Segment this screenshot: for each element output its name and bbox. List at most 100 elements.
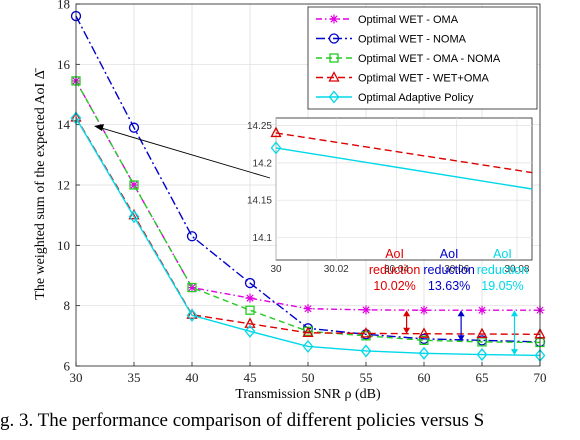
x-tick-label: 65 <box>476 370 489 385</box>
legend-label: Optimal WET - OMA - NOMA <box>358 53 501 65</box>
legend-marker <box>328 90 340 104</box>
annotation-line: AoI <box>385 247 404 261</box>
x-tick-label: 55 <box>360 370 373 385</box>
inset-x-tick-label: 30.02 <box>324 264 349 275</box>
inset-pointer-arrowhead <box>94 124 104 131</box>
legend-marker <box>329 53 339 63</box>
data-point <box>476 348 488 362</box>
y-axis-label: The weighted sum of the expected AoI Δ̄ <box>33 67 48 299</box>
inset-line <box>275 132 533 174</box>
y-tick-label: 8 <box>64 298 71 313</box>
data-point <box>418 346 430 360</box>
series-line <box>75 80 541 344</box>
inset-x-tick-label: 30.06 <box>444 264 469 275</box>
legend-entry: Optimal WET - NOMA <box>316 33 467 46</box>
y-tick-label: 16 <box>57 57 71 72</box>
arrowhead-up <box>510 310 518 317</box>
x-tick-label: 60 <box>418 370 431 385</box>
legend-marker <box>328 71 340 82</box>
figure-caption: g. 3. The performance comparison of diff… <box>0 410 485 431</box>
inset-data-point <box>270 141 282 155</box>
legend-label: Optimal WET - WET+OMA <box>358 73 490 85</box>
legend: Optimal WET - OMA Optimal WET - NOMA Optim… <box>307 6 538 110</box>
x-tick-label: 50 <box>302 370 315 385</box>
data-point <box>128 122 140 133</box>
inset-series-line <box>270 126 533 174</box>
y-ticks: 6 8 10 12 14 16 18 <box>57 0 80 374</box>
inset-ticks: 30 30.02 30.04 30.06 30.08 14.1 14.15 14.2 14.25 <box>247 121 530 275</box>
reduction-arrow <box>403 310 411 334</box>
data-point <box>418 327 430 338</box>
x-tick-label: 70 <box>534 370 547 385</box>
data-point <box>187 282 197 293</box>
data-point <box>360 344 372 358</box>
arrowhead-down <box>403 327 411 334</box>
annotation-line: reduction <box>423 263 474 277</box>
series-line <box>75 117 541 336</box>
data-point <box>419 305 429 315</box>
data-point <box>476 327 488 339</box>
reduction-arrow <box>510 310 518 356</box>
annotation-line: 13.63% <box>428 279 470 293</box>
data-point <box>129 180 139 190</box>
data-point <box>419 335 429 346</box>
data-point <box>186 308 198 319</box>
data-point <box>302 326 314 337</box>
x-tick-label: 30 <box>70 370 83 385</box>
data-point <box>244 317 256 328</box>
annotation-line: 10.02% <box>373 279 415 293</box>
y-tick-label: 14 <box>57 117 71 132</box>
x-tick-label: 45 <box>244 370 257 385</box>
x-axis-label: Transmission SNR ρ (dB) <box>235 387 381 402</box>
legend-entry: Optimal Adaptive Policy <box>316 90 474 104</box>
data-point <box>477 305 487 315</box>
aoi-reduction-label: AoI reduction 10.02% <box>369 247 420 293</box>
x-ticks: 30 35 40 45 50 55 60 65 70 <box>70 362 547 385</box>
reduction-arrows <box>403 310 518 356</box>
legend-label: Optimal WET - OMA <box>358 14 459 26</box>
inset-x-tick-label: 30.04 <box>384 264 409 275</box>
data-point <box>187 283 197 293</box>
inset-zoom: 30 30.02 30.04 30.06 30.08 14.1 14.15 14.2 14.25 <box>247 117 533 275</box>
inset-x-tick-label: 30 <box>270 264 282 275</box>
data-point <box>302 339 314 353</box>
data-point <box>360 327 372 338</box>
annotation-line: reduction <box>477 263 528 277</box>
arrowhead-down <box>510 349 518 356</box>
x-tick-label: 40 <box>186 370 199 385</box>
data-point <box>128 210 140 224</box>
series-layer <box>70 10 546 362</box>
y-tick-label: 12 <box>57 178 70 193</box>
data-point <box>361 305 371 315</box>
data-point <box>129 180 139 190</box>
inset-pointer-arrow <box>97 126 271 179</box>
inset-series <box>270 126 533 190</box>
legend-marker <box>329 14 339 24</box>
arrowhead-down <box>457 335 465 342</box>
series-5 <box>70 111 546 362</box>
inset-y-tick-label: 14.15 <box>247 196 272 207</box>
data-point <box>244 277 256 289</box>
annotations: AoI reduction 10.02% AoI reduction 13.63% AoI r… <box>369 247 528 293</box>
data-point <box>303 304 313 314</box>
inset-data-point <box>270 126 282 138</box>
y-tick-label: 18 <box>57 0 70 12</box>
inset-y-tick-label: 14.2 <box>253 158 273 169</box>
legend-label: Optimal WET - NOMA <box>358 34 467 46</box>
legend-entry: Optimal WET - OMA <box>316 14 459 26</box>
annotation-line: 19.05% <box>481 279 523 293</box>
y-tick-label: 10 <box>57 238 70 253</box>
annotation-line: AoI <box>440 247 459 261</box>
aoi-reduction-label: AoI reduction 13.63% <box>423 247 474 293</box>
data-point <box>245 305 255 315</box>
reduction-arrow <box>457 310 465 342</box>
data-point <box>186 231 198 242</box>
data-point <box>245 293 255 303</box>
x-tick-label: 35 <box>128 370 141 385</box>
plot-frame <box>75 3 541 367</box>
legend-label: Optimal Adaptive Policy <box>358 92 474 104</box>
inset-grid <box>275 118 532 260</box>
series-line <box>75 117 541 357</box>
aoi-reduction-label: AoI reduction 19.05% <box>477 247 528 293</box>
